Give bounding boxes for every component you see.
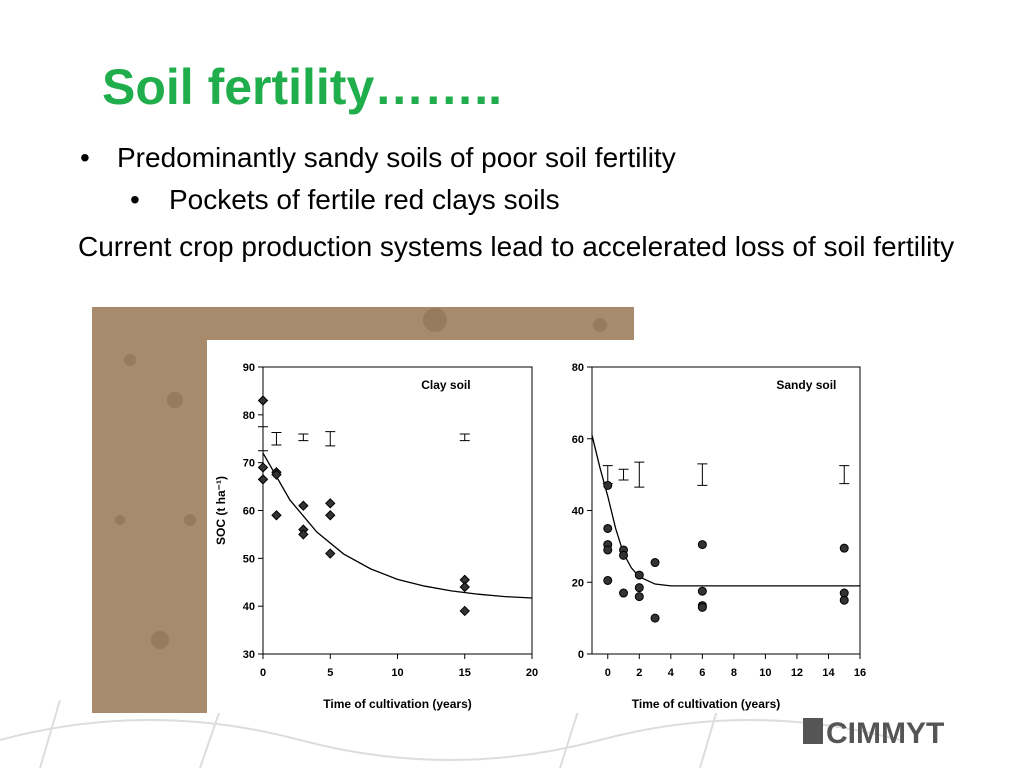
point — [257, 462, 269, 473]
point — [650, 613, 660, 623]
point — [271, 510, 282, 521]
x-tick-label: 4 — [668, 667, 675, 679]
soil-photo — [92, 307, 634, 713]
point — [298, 524, 309, 535]
point — [603, 540, 613, 550]
x-tick-label: 16 — [854, 667, 866, 679]
point — [634, 592, 644, 602]
slide-title: Soil fertility…….. — [102, 59, 503, 115]
x-tick-label: 0 — [605, 667, 611, 679]
soil-texture — [115, 308, 607, 649]
point — [839, 543, 849, 553]
y-tick-label: 90 — [243, 362, 255, 374]
x-tick-label: 5 — [327, 667, 333, 679]
fit-curve — [591, 435, 860, 587]
bullet-marker: • — [80, 142, 90, 173]
error-bar — [839, 465, 850, 485]
point — [603, 523, 613, 533]
point — [257, 395, 269, 406]
point — [325, 548, 336, 559]
x-tick-label: 10 — [391, 667, 403, 679]
error-bar — [697, 463, 708, 486]
point — [619, 545, 629, 555]
point — [459, 581, 470, 593]
y-tick-label: 60 — [572, 434, 584, 446]
x-tick-label: 14 — [822, 667, 835, 679]
y-tick-label: 30 — [243, 649, 255, 661]
point — [257, 474, 269, 485]
y-tick-label: 80 — [243, 410, 255, 422]
y-tick-label: 0 — [578, 649, 584, 661]
x-tick-label: 6 — [699, 667, 705, 679]
point — [271, 469, 282, 480]
point — [603, 480, 613, 490]
point — [459, 574, 470, 586]
x-tick-label: 12 — [791, 667, 803, 679]
x-axis-label: Time of cultivation (years) — [323, 697, 471, 711]
y-axis-label: SOC (t ha⁻¹) — [214, 476, 228, 545]
error-bar — [271, 432, 282, 446]
point — [619, 588, 629, 598]
logo: CIMMYT — [826, 717, 944, 750]
point — [325, 510, 336, 521]
bullet: Predominantly sandy soils of poor soil f… — [117, 142, 676, 173]
error-bar — [634, 461, 645, 488]
y-tick-label: 20 — [572, 577, 584, 589]
x-tick-label: 10 — [759, 667, 771, 679]
point — [697, 601, 707, 611]
chart-title: Sandy soil — [776, 378, 836, 392]
y-tick-label: 40 — [243, 601, 255, 613]
point — [839, 595, 849, 605]
y-tick-label: 80 — [572, 362, 584, 374]
point — [697, 602, 707, 612]
point — [697, 586, 707, 596]
point — [298, 529, 309, 540]
y-tick-label: 60 — [243, 506, 255, 518]
logo-mark — [803, 718, 823, 744]
x-axis-label: Time of cultivation (years) — [632, 697, 780, 711]
point — [325, 498, 336, 509]
y-tick-label: 40 — [572, 506, 584, 518]
error-bar — [618, 468, 629, 481]
bullet: Pockets of fertile red clays soils — [169, 184, 560, 215]
x-tick-label: 0 — [260, 667, 266, 679]
y-tick-label: 70 — [243, 458, 255, 470]
plot-frame — [262, 366, 533, 655]
x-tick-label: 20 — [526, 667, 538, 679]
point — [619, 550, 629, 560]
point — [271, 467, 282, 478]
bullet-marker: • — [130, 184, 140, 215]
paragraph: Current crop production systems lead to … — [78, 231, 955, 262]
y-tick-label: 50 — [243, 553, 255, 565]
point — [697, 540, 707, 550]
point — [839, 588, 849, 598]
point — [603, 545, 613, 555]
point — [650, 558, 660, 568]
error-bar — [298, 433, 309, 442]
point — [603, 575, 613, 585]
wheat-decoration — [0, 699, 901, 768]
x-tick-label: 8 — [731, 667, 737, 679]
fit-curve — [262, 452, 533, 599]
point — [459, 605, 470, 617]
plot-frame — [591, 366, 861, 655]
chart-panel — [207, 340, 870, 713]
x-tick-label: 2 — [636, 667, 642, 679]
error-bar — [459, 433, 470, 442]
point — [298, 500, 309, 511]
point — [634, 583, 644, 593]
x-tick-label: 15 — [459, 667, 471, 679]
chart-title: Clay soil — [421, 378, 470, 392]
error-bar — [325, 431, 336, 447]
error-bar — [258, 426, 268, 452]
point — [634, 570, 644, 580]
error-bar — [602, 465, 613, 485]
